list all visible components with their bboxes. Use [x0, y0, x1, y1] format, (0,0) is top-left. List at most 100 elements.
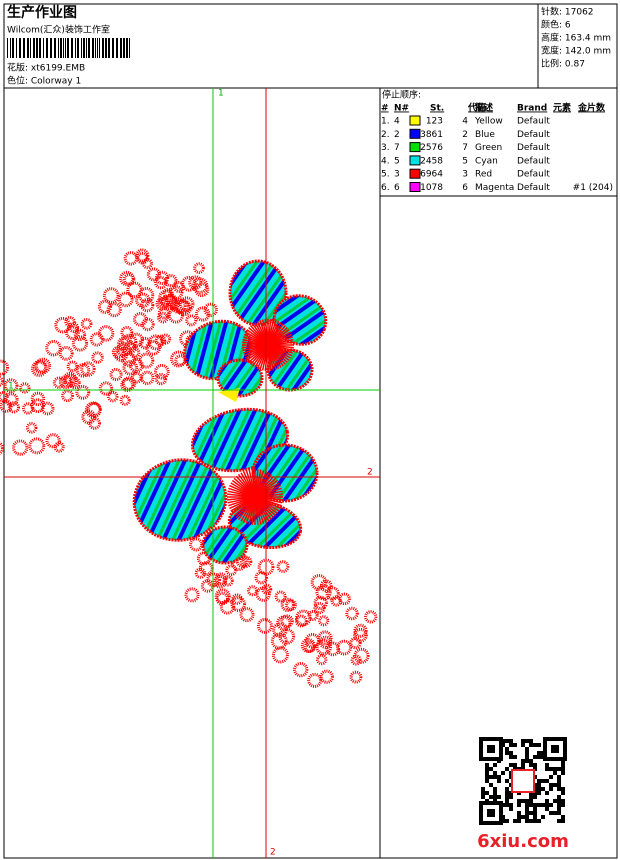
stitch-motif — [138, 336, 152, 350]
qr-cell — [541, 803, 545, 807]
stitch-motif — [159, 333, 172, 345]
bar — [39, 38, 41, 58]
stitch-motif — [45, 433, 61, 449]
qr-cell — [545, 763, 549, 767]
stitch-motif — [353, 647, 370, 664]
bar — [46, 38, 48, 58]
stitch-motif — [276, 560, 290, 573]
qr-cell — [545, 807, 549, 811]
qr-cell — [509, 795, 513, 799]
stitch-motif — [123, 251, 139, 266]
code: 6 — [462, 183, 468, 193]
stitch-motif — [21, 402, 35, 415]
stitch-motif — [294, 614, 308, 628]
qr-cell — [525, 811, 529, 815]
qr-cell — [485, 779, 489, 783]
stitch-motif — [193, 262, 205, 274]
stitch-motif — [30, 398, 46, 414]
bar — [92, 38, 94, 58]
column-header: N# — [394, 104, 409, 114]
qr-cell — [557, 799, 561, 803]
stitch-motif — [102, 287, 120, 304]
stitch-motif — [318, 615, 330, 627]
stitch-motif — [364, 610, 378, 624]
color-swatch — [409, 142, 421, 153]
qr-cell — [505, 747, 509, 751]
stitch-motif — [319, 579, 333, 593]
stitch-motif — [52, 376, 66, 389]
brand: Default — [517, 117, 550, 127]
stitch-motif — [129, 332, 145, 348]
brand: Default — [517, 170, 550, 180]
qr-cell — [517, 803, 521, 807]
bar — [33, 38, 35, 58]
stitch-motif — [261, 583, 273, 595]
bar — [123, 38, 125, 58]
stitch-motif — [336, 639, 353, 656]
stitch-motif — [157, 307, 171, 320]
column-header: Brand — [517, 104, 547, 114]
stitch-motif — [80, 317, 93, 330]
stitch-motif — [12, 439, 29, 456]
stitch-motif — [106, 302, 122, 318]
stat: 宽度: 142.0 mm — [541, 45, 611, 57]
qr-cell — [529, 799, 533, 803]
column-header: 元素 — [553, 102, 571, 114]
petal — [132, 458, 228, 542]
color-swatch — [409, 182, 421, 192]
qr-cell — [537, 803, 541, 807]
qr-cell — [525, 747, 529, 751]
bar — [86, 38, 87, 58]
stitch-motif — [122, 359, 139, 376]
qr-cell — [513, 743, 517, 747]
needle: 3 — [394, 170, 400, 180]
brand: Default — [517, 143, 550, 153]
qr-cell — [529, 763, 533, 767]
qr-cell — [509, 743, 513, 747]
qr-cell — [541, 779, 545, 783]
qr-cell — [541, 787, 545, 791]
satin-stitch — [267, 341, 294, 346]
qr-cell — [561, 763, 565, 767]
stitch-motif — [280, 614, 294, 628]
stitch-motif — [80, 361, 96, 377]
qr-cell — [557, 783, 561, 787]
qr-cell — [481, 791, 485, 795]
stitch-motif — [141, 317, 155, 332]
stitch-motif — [239, 607, 255, 623]
qr-cell — [509, 807, 513, 811]
stat: 比例: 0.87 — [541, 58, 585, 70]
stitch-motif — [307, 672, 323, 688]
stitch-motif — [255, 586, 271, 602]
row-index: 1. — [381, 117, 390, 127]
bar — [16, 38, 17, 58]
bar — [129, 38, 130, 58]
qr-cell — [529, 743, 533, 747]
stitch-motif — [175, 299, 193, 317]
qr-cell — [537, 755, 541, 759]
bar — [36, 38, 38, 58]
qr-cell — [525, 807, 529, 811]
stitch-motif — [315, 584, 332, 601]
stitch-motif — [138, 352, 155, 369]
qr-cell — [505, 751, 509, 755]
stitch-motif — [214, 588, 231, 605]
qr-cell — [545, 767, 549, 771]
stitch-motif — [66, 360, 79, 373]
brand: Default — [517, 183, 550, 193]
brand: Default — [517, 156, 550, 166]
stitch-motif — [40, 401, 55, 416]
code: 4 — [462, 117, 468, 127]
stitch-motif — [97, 325, 115, 342]
qr-cell — [533, 743, 537, 747]
qr-cell — [549, 787, 553, 791]
stitch-motif — [73, 328, 87, 342]
qr-cell — [485, 775, 489, 779]
stitch-motif — [310, 574, 328, 591]
stitch-motif — [30, 360, 48, 377]
watermark: 6xiu.com — [477, 831, 569, 852]
stitch-motif — [121, 376, 137, 391]
qr-cell — [521, 815, 525, 819]
frame — [3, 3, 618, 859]
